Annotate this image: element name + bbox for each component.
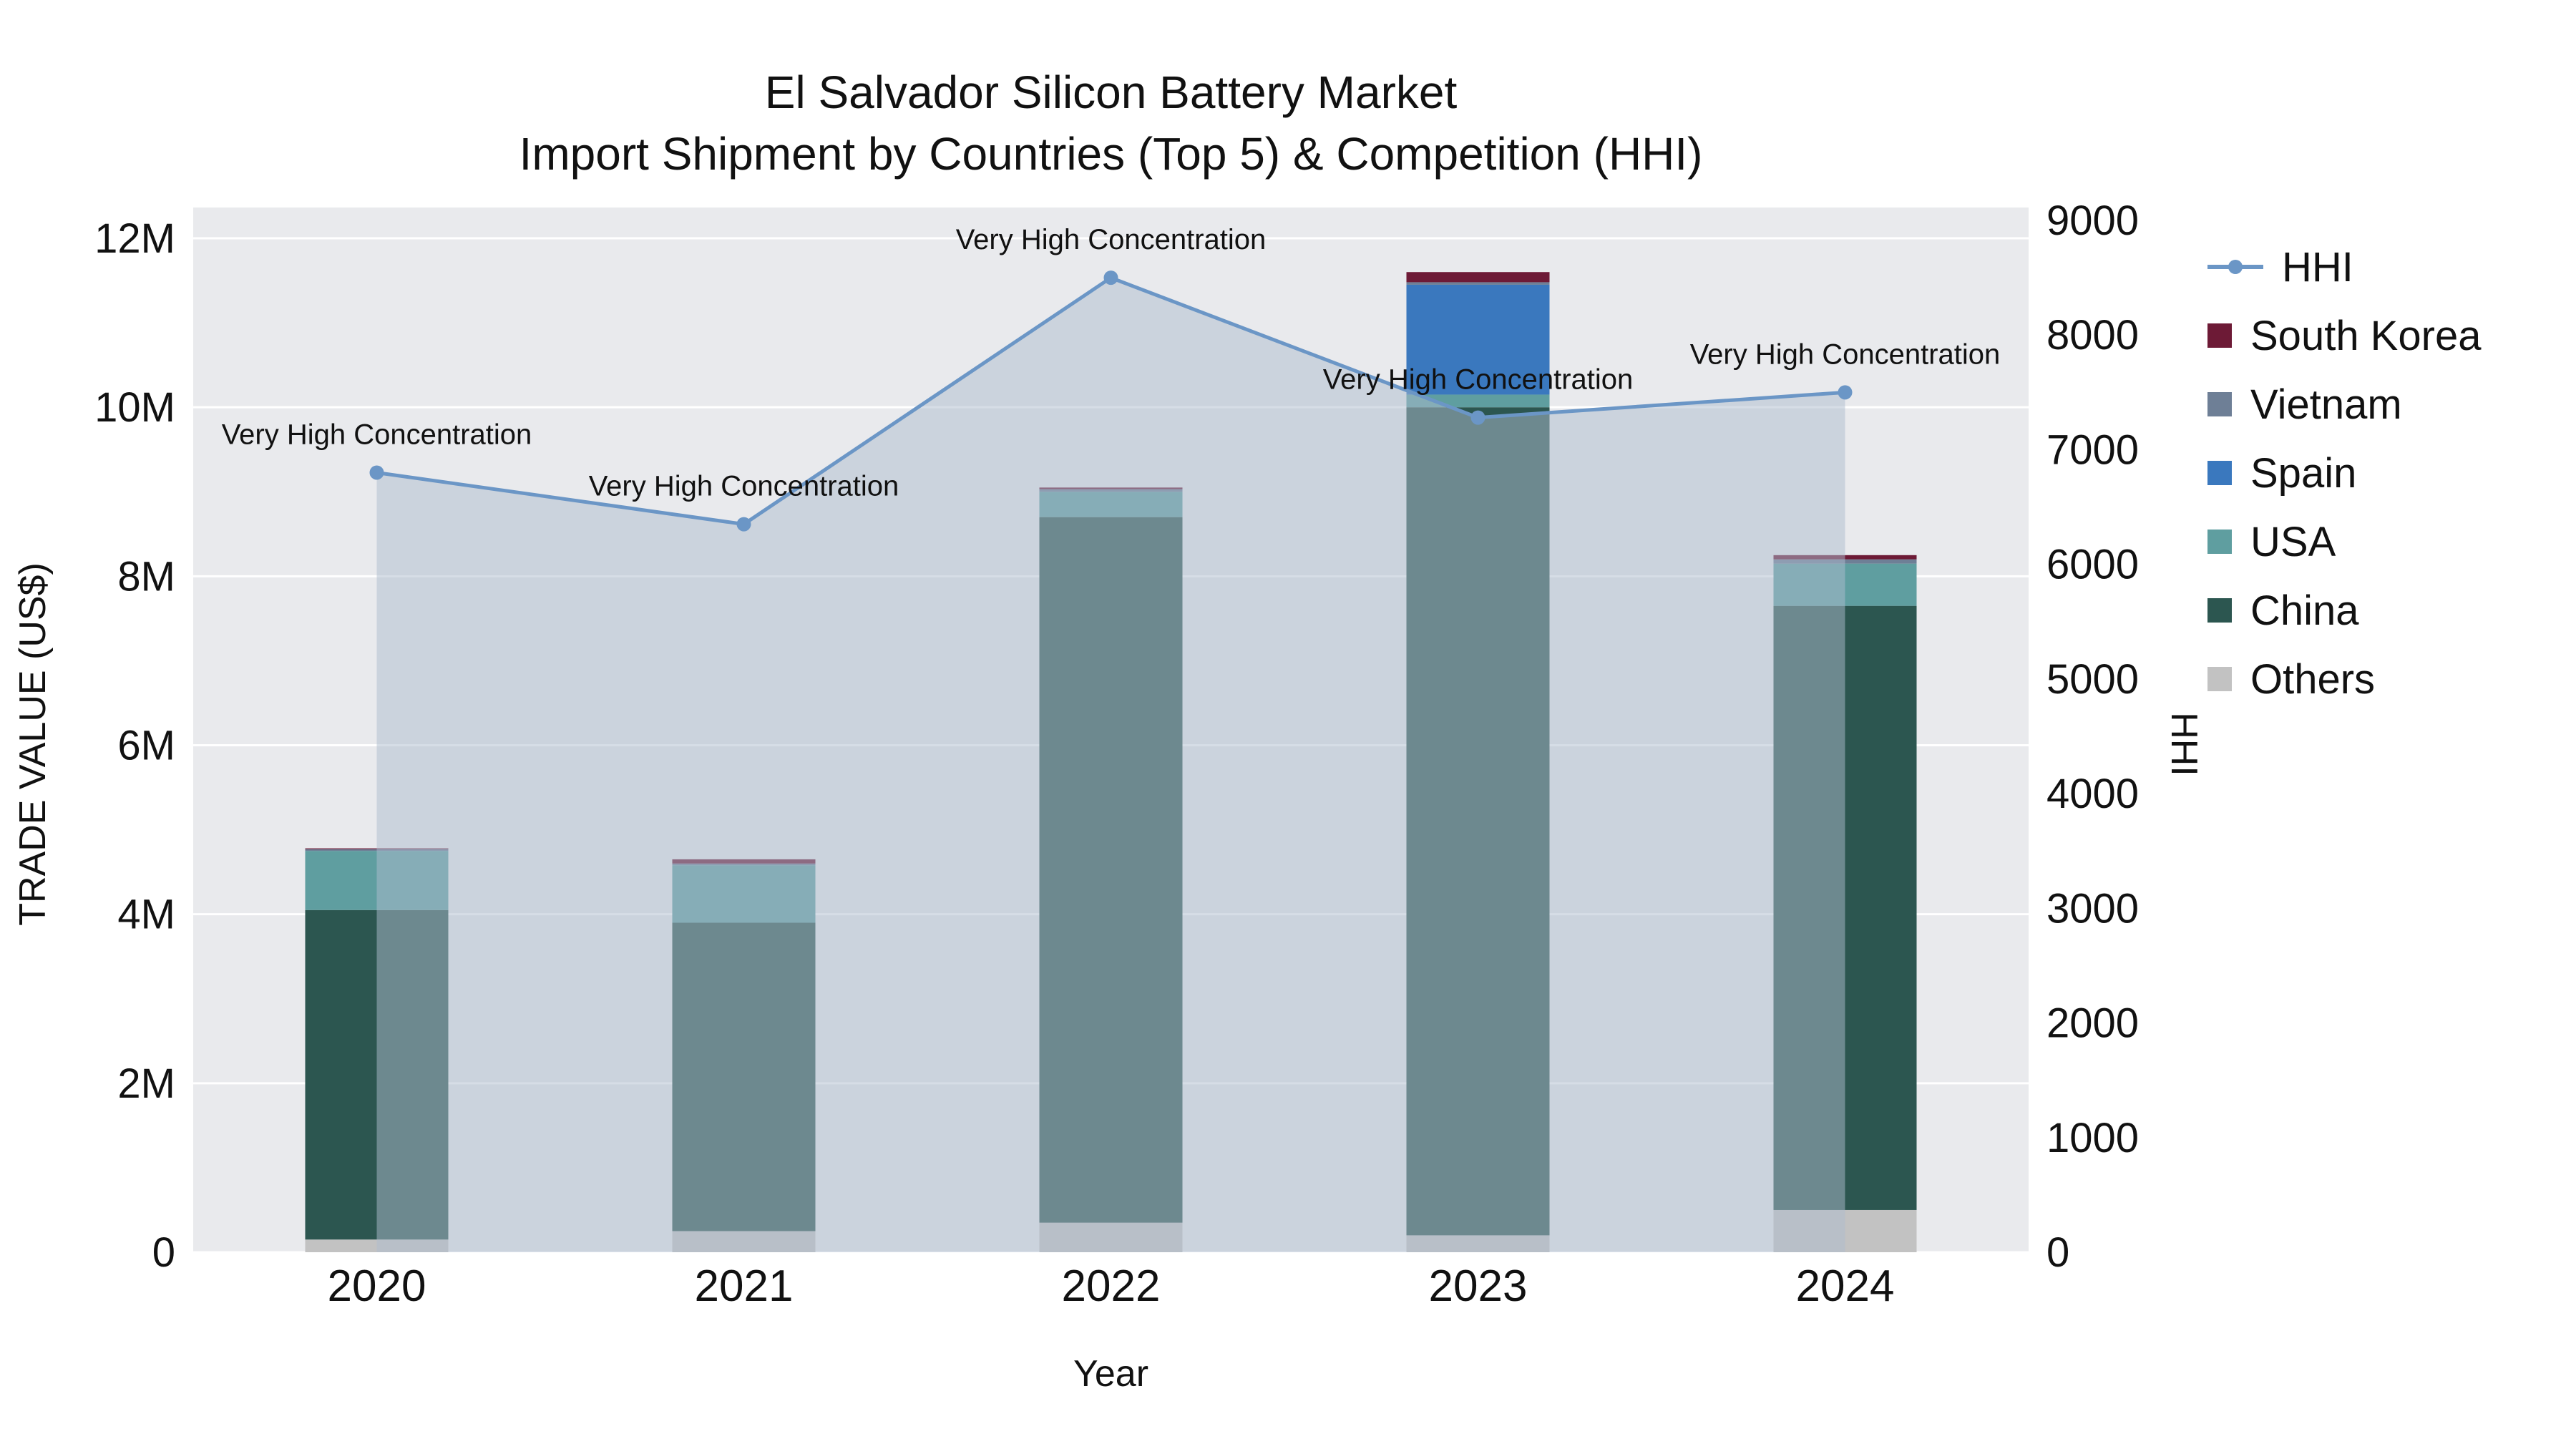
bar-segment-vietnam-2023[interactable] (1406, 282, 1550, 285)
legend-item-spain[interactable]: Spain (2207, 439, 2481, 507)
annotation-2024: Very High Concentration (1690, 338, 2001, 370)
y-right-tick-9000: 9000 (2046, 197, 2139, 244)
hhi-point-2024[interactable] (1838, 385, 1853, 400)
legend-label: Spain (2250, 449, 2357, 497)
y-right-tick-2000: 2000 (2046, 1000, 2139, 1047)
legend-item-china[interactable]: China (2207, 576, 2481, 645)
x-tick-2021: 2021 (695, 1262, 794, 1311)
x-tick-2023: 2023 (1429, 1262, 1528, 1311)
y-right-tick-0: 0 (2046, 1229, 2069, 1276)
legend: HHI South Korea Vietnam Spain USA China Others (2207, 233, 2481, 713)
legend-color-swatch (2207, 392, 2232, 416)
y-right-tick-8000: 8000 (2046, 312, 2139, 358)
x-tick-2024: 2024 (1796, 1262, 1895, 1311)
bar-segment-south-korea-2023[interactable] (1406, 272, 1550, 283)
y-left-tick-6M: 6M (117, 723, 175, 769)
legend-item-others[interactable]: Others (2207, 645, 2481, 713)
hhi-point-2023[interactable] (1470, 410, 1485, 425)
legend-label: USA (2250, 518, 2336, 565)
legend-label: South Korea (2250, 312, 2482, 359)
chart-title-line1: El Salvador Silicon Battery Market (764, 67, 1458, 118)
annotation-2022: Very High Concentration (956, 224, 1267, 255)
y-right-tick-1000: 1000 (2046, 1115, 2139, 1161)
legend-line-swatch (2207, 255, 2263, 279)
annotation-2020: Very High Concentration (222, 419, 532, 450)
legend-color-swatch (2207, 461, 2232, 485)
x-axis-title: Year (1073, 1353, 1149, 1395)
legend-color-swatch (2207, 598, 2232, 623)
y-left-tick-0: 0 (152, 1229, 175, 1276)
bar-segment-spain-2023[interactable] (1406, 284, 1550, 395)
legend-label: Vietnam (2250, 381, 2402, 428)
hhi-point-2020[interactable] (369, 465, 384, 480)
legend-item-usa[interactable]: USA (2207, 507, 2481, 576)
hhi-point-2022[interactable] (1103, 270, 1118, 286)
hhi-point-2021[interactable] (736, 517, 751, 532)
legend-label: HHI (2282, 243, 2353, 291)
y-right-tick-4000: 4000 (2046, 771, 2139, 817)
y-left-tick-12M: 12M (94, 215, 175, 262)
legend-item-south-korea[interactable]: South Korea (2207, 301, 2481, 370)
annotation-2021: Very High Concentration (589, 471, 899, 502)
legend-label: China (2250, 587, 2359, 634)
y-right-tick-5000: 5000 (2046, 656, 2139, 703)
annotation-2023: Very High Concentration (1323, 364, 1634, 396)
legend-color-swatch (2207, 323, 2232, 348)
legend-label: Others (2250, 655, 2376, 703)
legend-item-hhi[interactable]: HHI (2207, 233, 2481, 301)
y-right-tick-7000: 7000 (2046, 426, 2139, 473)
y-left-tick-8M: 8M (117, 553, 175, 600)
chart-title-line2: Import Shipment by Countries (Top 5) & C… (519, 128, 1703, 180)
y-left-tick-4M: 4M (117, 892, 175, 938)
y-right-tick-6000: 6000 (2046, 542, 2139, 588)
x-tick-2022: 2022 (1062, 1262, 1161, 1311)
y-left-tick-2M: 2M (117, 1060, 175, 1107)
y-right-tick-3000: 3000 (2046, 885, 2139, 932)
hhi-area (376, 278, 1845, 1253)
x-tick-2020: 2020 (328, 1262, 426, 1311)
legend-color-swatch (2207, 667, 2232, 691)
legend-item-vietnam[interactable]: Vietnam (2207, 370, 2481, 439)
legend-color-swatch (2207, 530, 2232, 554)
y-left-tick-10M: 10M (94, 384, 175, 431)
